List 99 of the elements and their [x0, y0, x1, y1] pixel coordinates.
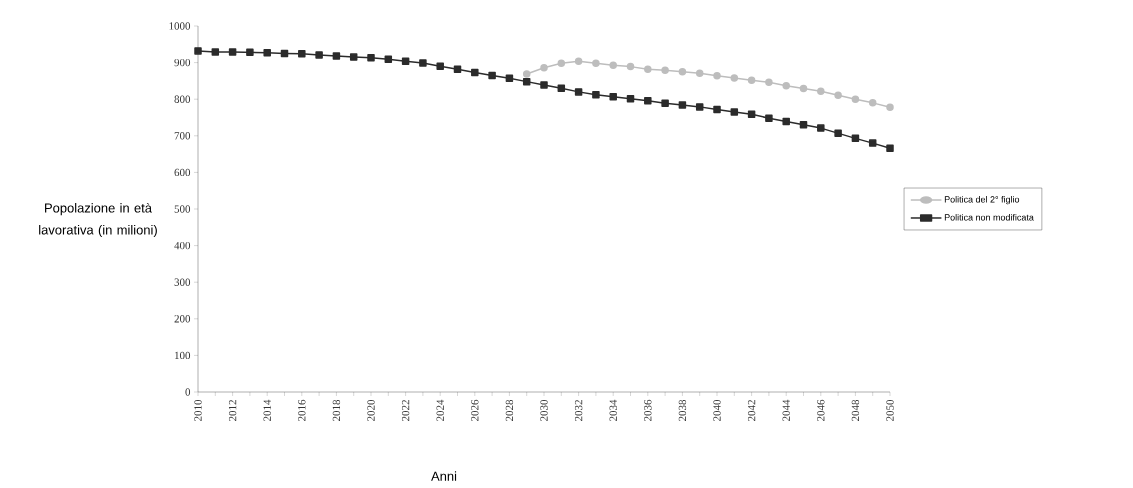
y-tick-label: 200: [174, 315, 191, 323]
x-tick-label: 2038: [678, 399, 687, 421]
point: [574, 57, 583, 65]
legend-label: Politica del 2° figlio: [944, 196, 1020, 205]
point: [488, 71, 496, 80]
x-tick-label: 2014: [263, 399, 271, 421]
point: [886, 103, 894, 111]
x-tick-label: 2030: [540, 399, 548, 421]
x-axis-title: Anni: [431, 471, 457, 481]
point: [782, 81, 790, 90]
point: [747, 110, 756, 118]
point: [280, 49, 289, 58]
point: [626, 95, 635, 103]
point: [367, 54, 375, 62]
point: [263, 48, 271, 57]
point: [851, 134, 860, 143]
y-tick-label: 600: [174, 168, 191, 177]
point: [384, 55, 393, 64]
x-tick-label: 2048: [851, 399, 860, 421]
point: [522, 77, 531, 86]
y-tick-label: 0: [185, 388, 191, 396]
point: [540, 63, 548, 72]
point: [401, 57, 410, 65]
point: [644, 65, 652, 73]
point: [574, 88, 583, 96]
x-tick-label: 2012: [228, 400, 237, 421]
point: [713, 105, 721, 114]
x-tick-label: 2018: [332, 399, 341, 421]
point: [246, 48, 254, 57]
legend-label: Politica non modificata: [944, 213, 1034, 221]
point: [765, 78, 773, 87]
point: [471, 68, 479, 77]
point: [868, 139, 877, 147]
point: [817, 124, 825, 132]
point: [799, 121, 808, 129]
point: [644, 96, 652, 105]
x-tick-label: 2046: [817, 399, 825, 421]
point: [678, 101, 687, 109]
x-tick-label: 2020: [367, 399, 375, 421]
point: [730, 74, 739, 82]
point: [661, 99, 669, 107]
point: [332, 52, 341, 60]
point: [730, 108, 739, 116]
x-tick-label: 2050: [886, 399, 894, 421]
point: [419, 59, 427, 67]
x-tick-label: 2044: [782, 399, 790, 421]
point: [678, 68, 687, 76]
y-tick-label: 500: [174, 205, 191, 213]
x-tick-label: 2010: [194, 399, 202, 421]
point: [315, 51, 323, 59]
y-tick-label: 400: [174, 241, 191, 250]
x-tick-label: 2022: [401, 400, 410, 421]
point: [228, 48, 237, 56]
y-tick-label: 100: [175, 351, 191, 360]
point: [349, 53, 358, 61]
point: [540, 81, 548, 89]
point: [695, 103, 704, 111]
point: [713, 72, 721, 80]
point: [522, 70, 531, 78]
point: [592, 59, 600, 68]
point: [194, 47, 202, 55]
point: [211, 48, 220, 56]
y-tick-label: 900: [174, 58, 191, 67]
point: [695, 69, 704, 77]
x-tick-label: 2034: [609, 399, 617, 421]
x-tick-label: 2028: [505, 399, 514, 421]
point: [609, 92, 617, 101]
point: [851, 95, 860, 103]
point: [592, 91, 600, 99]
point: [782, 117, 790, 126]
x-tick-label: 2026: [471, 399, 479, 421]
x-tick-label: 2040: [713, 399, 721, 421]
y-axis-title: Popolazione in età lavorativa (in milioni): [39, 202, 157, 238]
x-tick-label: 2016: [298, 399, 306, 421]
y-tick-label: 1000: [169, 22, 191, 30]
point: [747, 76, 756, 84]
point: [557, 59, 566, 68]
point: [436, 62, 444, 70]
x-tick-label: 2042: [747, 400, 756, 421]
x-tick-label: 2032: [574, 400, 583, 421]
point: [834, 129, 842, 137]
y-tick-label: 300: [174, 278, 191, 286]
point: [609, 61, 617, 69]
point: [817, 87, 825, 95]
point: [298, 50, 306, 58]
x-tick-label: 2036: [644, 399, 652, 421]
y-tick-label: 800: [174, 95, 191, 103]
point: [626, 62, 635, 71]
point: [868, 99, 877, 107]
point: [765, 114, 773, 122]
x-tick-label: 2024: [436, 399, 444, 421]
point: [799, 84, 808, 93]
point: [505, 74, 514, 83]
point: [661, 66, 669, 75]
point: [886, 144, 894, 152]
point: [834, 91, 842, 99]
point: [453, 65, 462, 73]
y-tick-label: 700: [174, 132, 191, 140]
point: [557, 84, 566, 92]
